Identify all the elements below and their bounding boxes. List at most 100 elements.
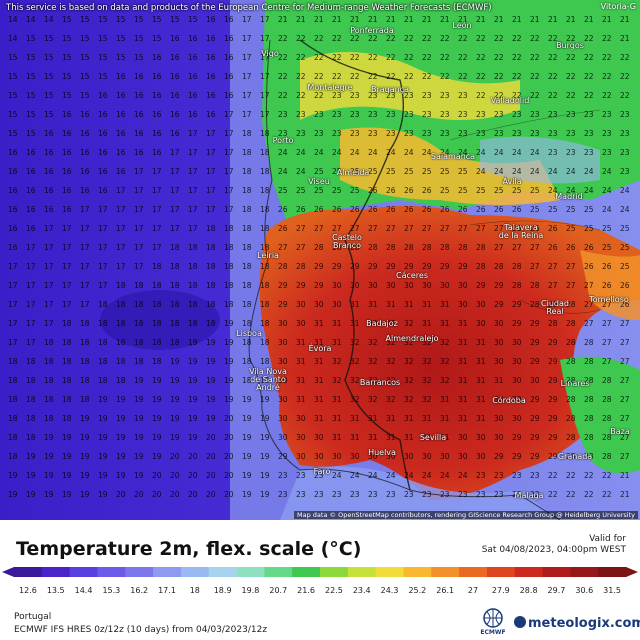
grid-value: 19 bbox=[44, 490, 54, 499]
grid-value: 30 bbox=[476, 433, 486, 442]
grid-value: 19 bbox=[134, 433, 144, 442]
grid-value: 31 bbox=[476, 376, 486, 385]
grid-value: 18 bbox=[8, 414, 18, 423]
grid-value: 28 bbox=[530, 281, 540, 290]
grid-value: 17 bbox=[206, 129, 216, 138]
grid-value: 17 bbox=[188, 167, 198, 176]
grid-value: 29 bbox=[530, 452, 540, 461]
grid-value: 21 bbox=[566, 15, 576, 24]
grid-value: 18 bbox=[224, 243, 234, 252]
grid-value: 21 bbox=[314, 15, 324, 24]
grid-value: 17 bbox=[206, 167, 216, 176]
grid-value: 18 bbox=[116, 357, 126, 366]
grid-value: 26 bbox=[440, 205, 450, 214]
grid-value: 23 bbox=[476, 490, 486, 499]
grid-value: 16 bbox=[134, 72, 144, 81]
grid-value: 22 bbox=[314, 72, 324, 81]
grid-value: 28 bbox=[584, 357, 594, 366]
grid-value: 22 bbox=[440, 53, 450, 62]
grid-value: 23 bbox=[332, 110, 342, 119]
grid-value: 23 bbox=[620, 129, 630, 138]
grid-value: 17 bbox=[188, 224, 198, 233]
grid-value: 19 bbox=[170, 433, 180, 442]
grid-value: 16 bbox=[170, 34, 180, 43]
grid-value: 31 bbox=[296, 376, 306, 385]
grid-value: 16 bbox=[80, 110, 90, 119]
grid-value: 25 bbox=[332, 186, 342, 195]
grid-value: 15 bbox=[62, 34, 72, 43]
grid-value: 30 bbox=[476, 300, 486, 309]
grid-value: 15 bbox=[8, 53, 18, 62]
grid-value: 16 bbox=[26, 224, 36, 233]
grid-value: 16 bbox=[98, 148, 108, 157]
grid-value: 19 bbox=[80, 414, 90, 423]
grid-value: 24 bbox=[332, 148, 342, 157]
legend-color-swatch bbox=[514, 567, 544, 577]
ecmwf-logo[interactable]: ECMWF bbox=[476, 608, 510, 636]
temperature-map[interactable]: 14 14 14 15 15 15 15 15 15 15 15 16 16 17 17 21 21 21 21 21… bbox=[0, 0, 640, 520]
grid-value: 19 bbox=[188, 357, 198, 366]
grid-value: 32 bbox=[368, 395, 378, 404]
grid-value: 25 bbox=[440, 186, 450, 195]
grid-value: 18 bbox=[44, 357, 54, 366]
grid-value: 16 bbox=[26, 186, 36, 195]
map-attribution[interactable]: Map data © OpenStreetMap contributors, r… bbox=[294, 511, 638, 519]
grid-value: 18 bbox=[242, 167, 252, 176]
grid-value: 16 bbox=[206, 15, 216, 24]
grid-value: 31 bbox=[296, 357, 306, 366]
grid-value: 26 bbox=[602, 281, 612, 290]
grid-value: 30 bbox=[350, 452, 360, 461]
grid-value: 24 bbox=[566, 186, 576, 195]
grid-value: 27 bbox=[548, 262, 558, 271]
grid-value: 23 bbox=[386, 490, 396, 499]
grid-value: 14 bbox=[8, 15, 18, 24]
meteologix-logo-icon bbox=[514, 616, 526, 628]
grid-value: 22 bbox=[332, 72, 342, 81]
grid-value: 16 bbox=[116, 129, 126, 138]
grid-value: 28 bbox=[512, 281, 522, 290]
grid-value: 19 bbox=[152, 376, 162, 385]
grid-value: 28 bbox=[584, 395, 594, 404]
grid-value: 19 bbox=[224, 319, 234, 328]
grid-value: 15 bbox=[116, 15, 126, 24]
meteologix-brand[interactable]: meteologix.com bbox=[514, 616, 640, 631]
grid-value: 25 bbox=[566, 224, 576, 233]
grid-value: 30 bbox=[476, 319, 486, 328]
grid-value: 28 bbox=[314, 243, 324, 252]
grid-value: 15 bbox=[134, 53, 144, 62]
grid-value: 30 bbox=[512, 376, 522, 385]
grid-value: 20 bbox=[206, 490, 216, 499]
grid-value: 15 bbox=[98, 15, 108, 24]
grid-value: 16 bbox=[134, 148, 144, 157]
grid-value: 31 bbox=[350, 319, 360, 328]
grid-value: 14 bbox=[8, 34, 18, 43]
grid-value: 16 bbox=[206, 72, 216, 81]
grid-value: 19 bbox=[242, 395, 252, 404]
grid-value: 30 bbox=[422, 452, 432, 461]
grid-value: 32 bbox=[404, 319, 414, 328]
city-label: Castelo Branco bbox=[332, 233, 362, 250]
grid-value: 22 bbox=[368, 53, 378, 62]
grid-value: 18 bbox=[8, 357, 18, 366]
grid-value: 17 bbox=[242, 34, 252, 43]
grid-value: 19 bbox=[134, 452, 144, 461]
grid-value: 27 bbox=[620, 452, 630, 461]
grid-value: 17 bbox=[152, 243, 162, 252]
grid-value: 19 bbox=[98, 490, 108, 499]
grid-value: 27 bbox=[386, 224, 396, 233]
grid-value: 28 bbox=[566, 376, 576, 385]
grid-value: 22 bbox=[584, 91, 594, 100]
grid-value: 32 bbox=[440, 357, 450, 366]
grid-value: 29 bbox=[278, 300, 288, 309]
grid-value: 22 bbox=[566, 72, 576, 81]
grid-value: 16 bbox=[8, 167, 18, 176]
grid-value: 16 bbox=[62, 205, 72, 214]
grid-value: 24 bbox=[620, 186, 630, 195]
grid-value: 22 bbox=[494, 91, 504, 100]
grid-value: 20 bbox=[224, 414, 234, 423]
grid-value: 14 bbox=[26, 15, 36, 24]
grid-value: 20 bbox=[170, 490, 180, 499]
grid-value: 29 bbox=[512, 300, 522, 309]
grid-value: 18 bbox=[116, 376, 126, 385]
grid-value: 17 bbox=[134, 186, 144, 195]
